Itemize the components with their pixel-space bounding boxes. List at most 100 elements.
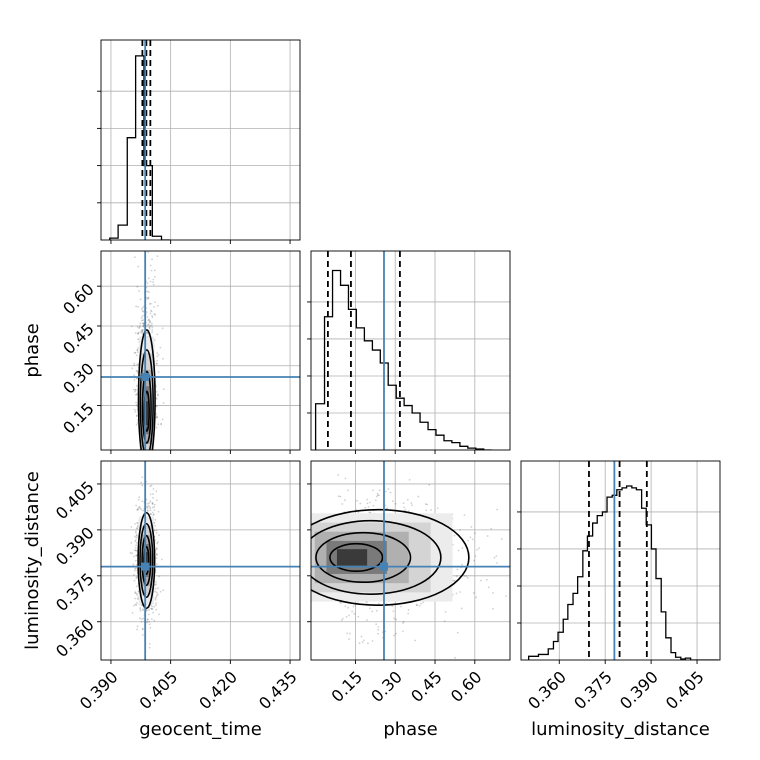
scatter-point — [357, 615, 360, 618]
scatter-point — [425, 509, 428, 512]
scatter-point — [147, 296, 150, 299]
scatter-point — [534, 573, 536, 575]
scatter-point — [140, 319, 143, 322]
scatter-point — [134, 546, 137, 549]
scatter-point — [148, 302, 151, 305]
scatter-point — [134, 535, 136, 538]
scatter-point — [407, 612, 410, 615]
scatter-point — [377, 628, 380, 631]
scatter-point — [137, 265, 140, 268]
joint-panel-geocent-time-phase — [129, 185, 165, 450]
axis-label-phase: phase — [22, 323, 43, 377]
scatter-point — [378, 489, 381, 492]
scatter-point — [138, 327, 141, 330]
scatter-point — [376, 495, 378, 498]
scatter-point — [162, 388, 165, 391]
scatter-point — [436, 507, 439, 510]
scatter-point — [356, 499, 358, 502]
scatter-point — [422, 601, 425, 604]
scatter-point — [475, 596, 478, 599]
scatter-point — [158, 613, 160, 616]
scatter-point — [148, 319, 151, 322]
scatter-point — [148, 620, 151, 623]
scatter-point — [147, 319, 150, 322]
scatter-point — [156, 185, 158, 187]
scatter-point — [142, 322, 145, 324]
scatter-point — [135, 534, 138, 537]
scatter-point — [459, 529, 461, 531]
scatter-point — [139, 331, 142, 333]
scatter-point — [141, 476, 144, 479]
scatter-point — [527, 529, 529, 531]
scatter-point — [149, 320, 152, 323]
scatter-point — [155, 547, 158, 550]
tick-label-phase: 0.60 — [447, 667, 486, 706]
scatter-point — [341, 503, 344, 505]
tick-label-phase: 0.15 — [328, 667, 367, 706]
tick-label-phase: 0.45 — [407, 667, 446, 706]
scatter-point — [145, 609, 148, 612]
scatter-point — [154, 598, 157, 601]
scatter-point — [138, 506, 140, 509]
scatter-point — [496, 508, 499, 511]
scatter-point — [155, 583, 157, 586]
scatter-point — [138, 290, 141, 292]
scatter-point — [459, 591, 462, 593]
scatter-point — [150, 607, 153, 610]
scatter-point — [139, 322, 142, 325]
scatter-point — [540, 561, 542, 563]
scatter-point — [407, 609, 410, 611]
scatter-point — [130, 541, 133, 544]
scatter-point — [158, 534, 160, 537]
scatter-point — [417, 495, 420, 498]
scatter-point — [500, 538, 503, 540]
scatter-point — [353, 612, 356, 615]
scatter-point — [136, 526, 139, 528]
scatter-point — [151, 316, 154, 319]
scatter-point — [131, 552, 133, 555]
scatter-point — [151, 605, 153, 608]
tick-label-geocent-time: 0.390 — [76, 667, 122, 713]
scatter-point — [133, 604, 135, 607]
scatter-point — [157, 371, 160, 373]
scatter-point — [136, 597, 139, 600]
scatter-point — [476, 548, 479, 551]
scatter-point — [132, 388, 135, 391]
scatter-point — [466, 576, 469, 579]
scatter-point — [133, 362, 136, 365]
scatter-point — [156, 360, 159, 362]
density-block — [145, 401, 149, 426]
tick-label-luminosity-distance: 0.375 — [52, 569, 98, 615]
scatter-point — [134, 603, 137, 606]
scatter-point — [140, 332, 143, 334]
scatter-point — [147, 502, 149, 505]
scatter-point — [131, 611, 134, 614]
scatter-point — [147, 323, 150, 326]
scatter-point — [136, 371, 139, 374]
scatter-point — [471, 538, 474, 541]
scatter-point — [372, 489, 374, 492]
scatter-point — [156, 352, 159, 354]
scatter-point — [364, 506, 367, 509]
scatter-point — [153, 313, 156, 315]
scatter-point — [161, 327, 164, 330]
scatter-point — [410, 502, 413, 504]
scatter-point — [134, 539, 137, 541]
scatter-point — [134, 549, 137, 552]
scatter-point — [351, 610, 353, 613]
scatter-point — [154, 590, 157, 593]
scatter-point — [371, 610, 374, 613]
tick-label-luminosity-distance: 0.405 — [52, 477, 98, 523]
histogram-step-geocent-time — [109, 55, 170, 240]
scatter-point — [150, 484, 153, 487]
density-contour — [311, 508, 470, 606]
scatter-point — [156, 394, 159, 397]
scatter-point — [133, 364, 136, 367]
scatter-point — [156, 393, 159, 396]
scatter-point — [371, 640, 374, 642]
scatter-point — [146, 282, 149, 284]
scatter-point — [453, 534, 456, 537]
scatter-point — [367, 642, 369, 645]
scatter-point — [162, 589, 165, 592]
